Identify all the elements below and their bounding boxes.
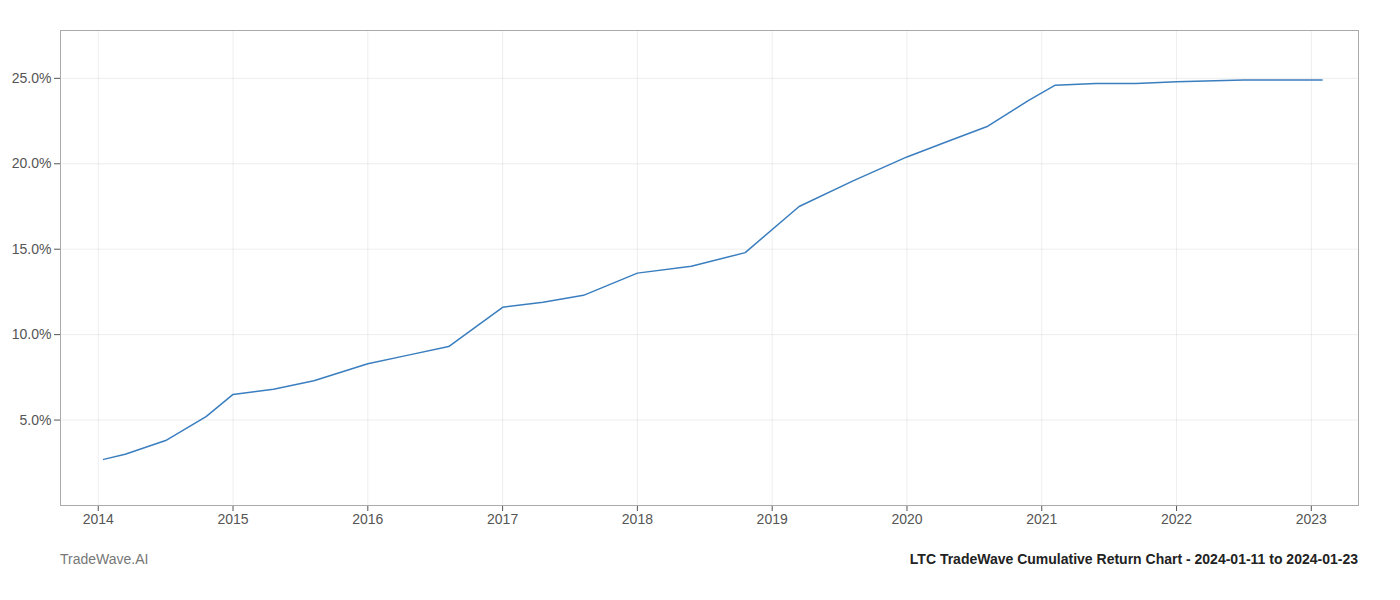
html-text:LTC TradeWave Cumulative Retur: LTC TradeWave Cumulative Return Chart - … (909, 551, 1358, 567)
svg-text:5.0%: 5.0% (20, 412, 52, 428)
svg-text:20.0%: 20.0% (12, 155, 52, 171)
svg-text:2020: 2020 (891, 511, 922, 527)
svg-text:2014: 2014 (83, 511, 114, 527)
svg-text:2017: 2017 (487, 511, 518, 527)
svg-text:25.0%: 25.0% (12, 70, 52, 86)
svg-text:2018: 2018 (622, 511, 653, 527)
html-text:TradeWave.AI: TradeWave.AI (60, 551, 149, 567)
svg-text:2021: 2021 (1026, 511, 1057, 527)
svg-text:2015: 2015 (217, 511, 248, 527)
svg-text:2022: 2022 (1161, 511, 1192, 527)
svg-text:2019: 2019 (757, 511, 788, 527)
svg-text:2023: 2023 (1296, 511, 1327, 527)
svg-text:10.0%: 10.0% (12, 326, 52, 342)
svg-text:2016: 2016 (352, 511, 383, 527)
svg-text:15.0%: 15.0% (12, 241, 52, 257)
